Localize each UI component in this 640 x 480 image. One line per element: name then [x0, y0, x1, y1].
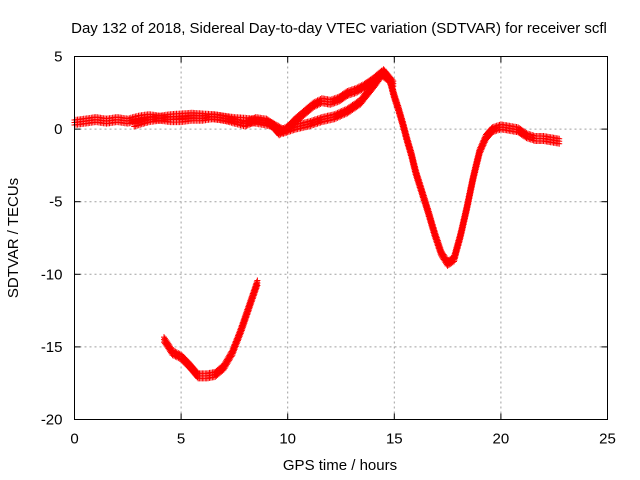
y-tick-label: 5 — [54, 49, 62, 66]
series-1-markers — [71, 67, 563, 269]
x-tick-label: 20 — [493, 431, 510, 448]
y-tick-label: -20 — [41, 412, 63, 429]
x-tick-label: 10 — [279, 431, 296, 448]
plot-frame — [74, 56, 608, 420]
y-tick-label: 0 — [54, 121, 62, 138]
x-tick-label: 25 — [599, 431, 616, 448]
data-series — [71, 66, 563, 382]
series-1 — [71, 67, 563, 269]
x-tick-label: 5 — [177, 431, 185, 448]
y-tick-label: -15 — [41, 339, 63, 356]
series-2 — [131, 66, 397, 137]
y-axis: 5 0 -5 -10 -15 -20 — [41, 49, 608, 429]
x-axis-label: GPS time / hours — [283, 457, 397, 474]
y-tick-label: -5 — [49, 194, 62, 211]
x-tick-label: 0 — [70, 431, 78, 448]
series-2-markers — [131, 66, 397, 137]
y-tick-label: -10 — [41, 266, 63, 283]
grid — [74, 56, 608, 420]
series-3-markers — [161, 277, 261, 382]
y-axis-label: SDTVAR / TECUs — [5, 178, 22, 298]
series-3 — [161, 277, 261, 382]
chart-title: Day 132 of 2018, Sidereal Day-to-day VTE… — [71, 20, 607, 37]
x-tick-label: 15 — [386, 431, 403, 448]
